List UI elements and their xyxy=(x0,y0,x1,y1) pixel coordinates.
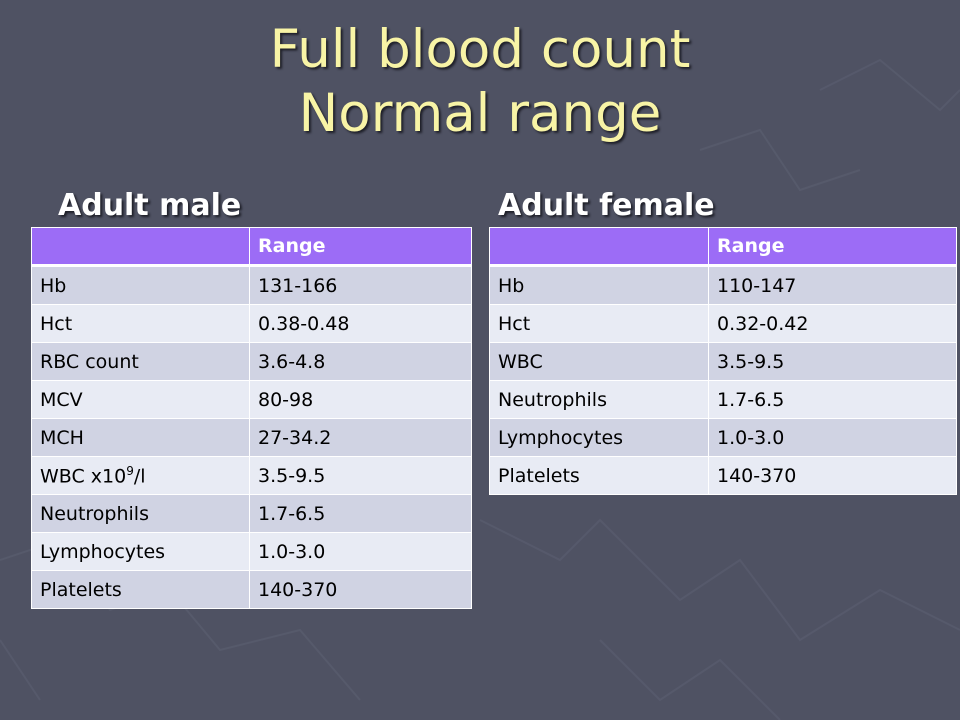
table-row: Hb 131-166 xyxy=(31,265,472,305)
male-heading: Adult male xyxy=(58,188,242,223)
range-cell: 80-98 xyxy=(249,380,472,419)
range-cell: 0.38-0.48 xyxy=(249,304,472,343)
parameter-cell: Lymphocytes xyxy=(31,532,250,571)
parameter-cell: Neutrophils xyxy=(489,380,709,419)
slide-title: Full blood count Normal range xyxy=(0,18,960,146)
table-row: Neutrophils 1.7-6.5 xyxy=(31,494,472,533)
parameter-cell: Hct xyxy=(31,304,250,343)
table-row: Platelets 140-370 xyxy=(31,570,472,609)
parameter-cell: WBC xyxy=(489,342,709,381)
table-row: MCV 80-98 xyxy=(31,380,472,419)
header-range-cell: Range xyxy=(249,227,472,267)
range-cell: 27-34.2 xyxy=(249,418,472,457)
title-line-1: Full blood count xyxy=(269,19,691,80)
table-header-row: Range xyxy=(489,227,957,267)
range-cell: 140-370 xyxy=(708,456,957,495)
female-range-table: Range Hb 110-147 Hct 0.32-0.42 WBC 3.5-9… xyxy=(489,227,957,495)
male-range-table: Range Hb 131-166 Hct 0.38-0.48 RBC count… xyxy=(31,227,472,609)
table-row: Neutrophils 1.7-6.5 xyxy=(489,380,957,419)
range-cell: 3.5-9.5 xyxy=(708,342,957,381)
parameter-cell: MCH xyxy=(31,418,250,457)
parameter-cell: Hct xyxy=(489,304,709,343)
parameter-cell: Platelets xyxy=(489,456,709,495)
parameter-cell: MCV xyxy=(31,380,250,419)
parameter-cell: Platelets xyxy=(31,570,250,609)
header-range-cell: Range xyxy=(708,227,957,267)
range-cell: 1.0-3.0 xyxy=(249,532,472,571)
range-cell: 1.7-6.5 xyxy=(249,494,472,533)
table-row: WBC x109/l 3.5-9.5 xyxy=(31,456,472,495)
table-row: WBC 3.5-9.5 xyxy=(489,342,957,381)
range-cell: 140-370 xyxy=(249,570,472,609)
table-row: Lymphocytes 1.0-3.0 xyxy=(31,532,472,571)
parameter-cell: Lymphocytes xyxy=(489,418,709,457)
wbc-label-main: WBC x10 xyxy=(40,465,127,488)
title-line-2: Normal range xyxy=(298,83,662,144)
table-row: MCH 27-34.2 xyxy=(31,418,472,457)
table-row: Hb 110-147 xyxy=(489,265,957,305)
range-cell: 3.5-9.5 xyxy=(249,456,472,495)
range-cell: 3.6-4.8 xyxy=(249,342,472,381)
range-cell: 0.32-0.42 xyxy=(708,304,957,343)
header-label-cell xyxy=(489,227,709,267)
range-cell: 110-147 xyxy=(708,265,957,305)
parameter-cell: WBC x109/l xyxy=(31,456,250,495)
wbc-label-superscript: 9 xyxy=(126,463,134,478)
range-cell: 131-166 xyxy=(249,265,472,305)
wbc-label-unit: /l xyxy=(133,465,146,488)
parameter-cell: Hb xyxy=(31,265,250,305)
table-header-row: Range xyxy=(31,227,472,267)
table-row: RBC count 3.6-4.8 xyxy=(31,342,472,381)
parameter-cell: Hb xyxy=(489,265,709,305)
table-row: Platelets 140-370 xyxy=(489,456,957,495)
female-heading: Adult female xyxy=(498,188,715,223)
table-row: Hct 0.32-0.42 xyxy=(489,304,957,343)
table-row: Hct 0.38-0.48 xyxy=(31,304,472,343)
parameter-cell: Neutrophils xyxy=(31,494,250,533)
table-row: Lymphocytes 1.0-3.0 xyxy=(489,418,957,457)
header-label-cell xyxy=(31,227,250,267)
parameter-cell: RBC count xyxy=(31,342,250,381)
range-cell: 1.7-6.5 xyxy=(708,380,957,419)
range-cell: 1.0-3.0 xyxy=(708,418,957,457)
